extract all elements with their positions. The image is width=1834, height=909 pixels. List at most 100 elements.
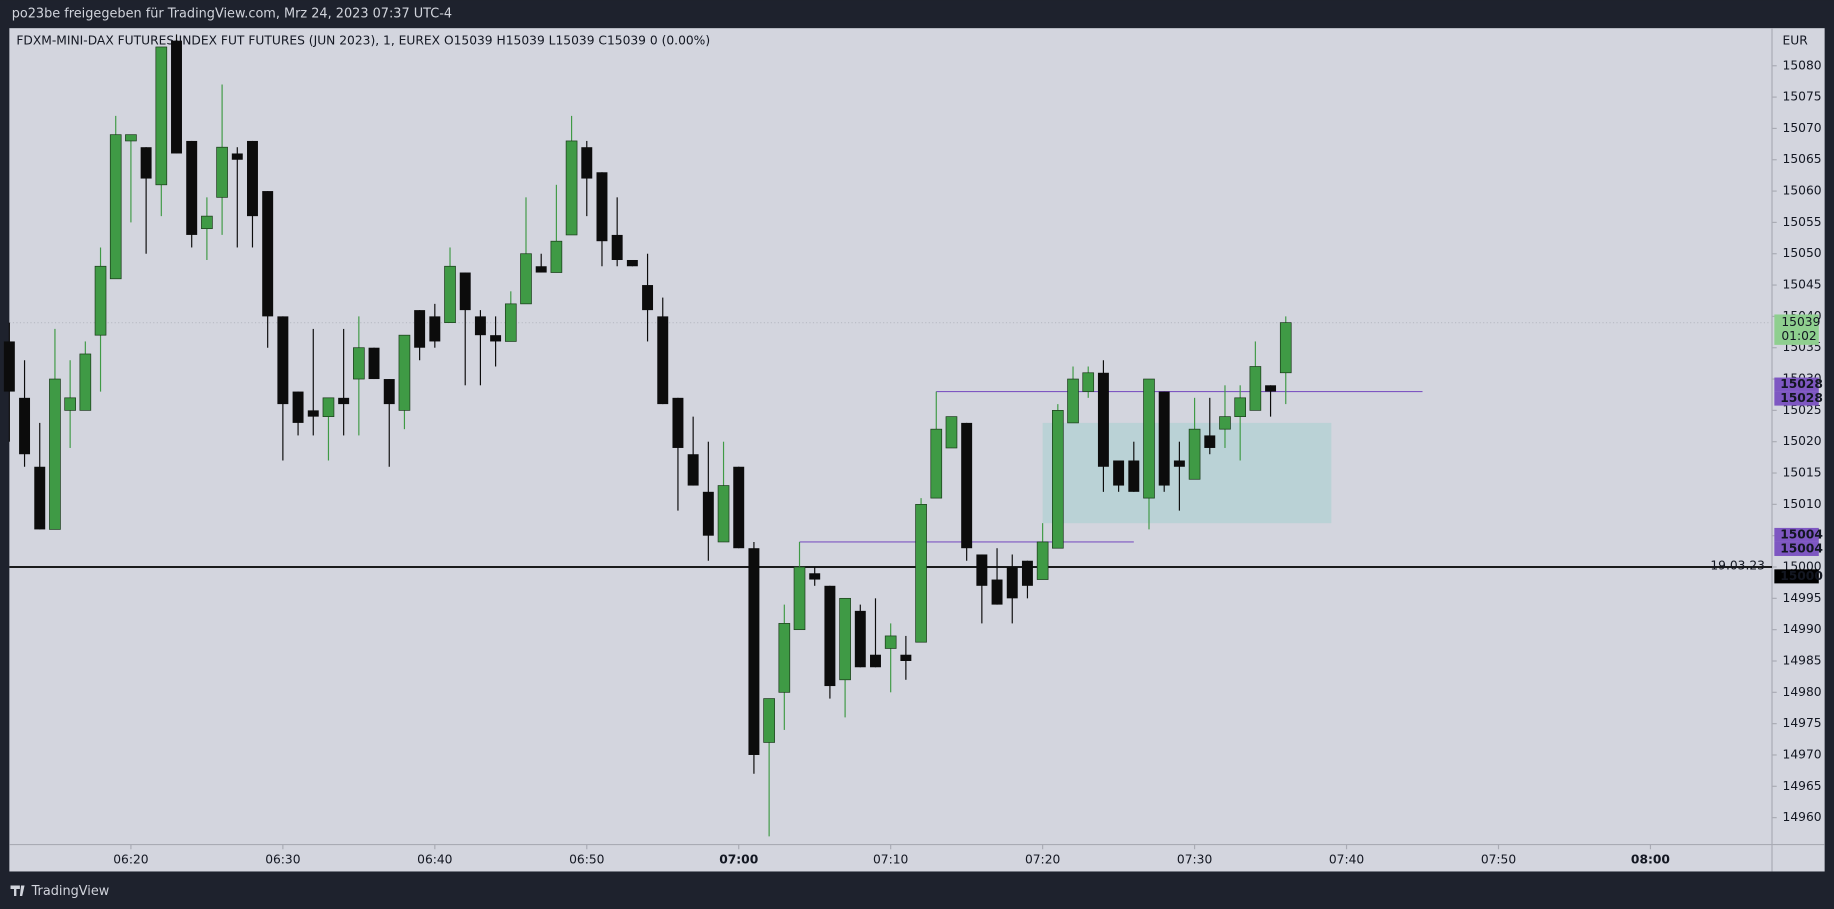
last-price-bg [1774,314,1819,345]
candle-body [961,422,973,549]
candle-body [702,491,714,536]
y-tick-label: 15070 [1783,121,1822,135]
candle-body [1249,366,1262,411]
y-tick-label: 14970 [1783,747,1822,761]
candle-body [520,253,532,305]
candle-body [186,140,198,235]
y-tick-label: 15015 [1783,466,1822,480]
candle-body [1234,397,1246,417]
candle-body [64,397,76,411]
hline-tag-bg [1774,569,1819,584]
y-tick-label: 15045 [1783,278,1822,292]
candle-body [490,335,502,342]
candle-body [1113,460,1125,486]
candle-body [793,566,806,631]
candle-body [596,172,608,242]
candle-body [1052,410,1064,549]
candle-body [1265,385,1277,392]
candle-body [429,316,441,342]
candle-body [368,347,380,380]
candle-body [748,548,760,755]
candle-body [49,378,61,530]
candle-body [155,46,168,186]
candle-body [1067,378,1079,424]
x-tick-label: 07:40 [1329,852,1364,866]
candle-body [1204,435,1216,448]
candle-body [657,316,669,405]
candle-body [414,310,426,348]
logo [10,885,25,897]
candle-body [642,285,654,311]
candle-body [809,573,821,580]
candle-body [763,698,775,743]
candle-body [140,147,152,179]
candle-body [1082,372,1095,392]
x-tick-label: 08:00 [1631,852,1670,866]
candle-body [991,579,1003,605]
x-tick-label: 07:20 [1025,852,1060,866]
candle-body [459,272,471,311]
candle-body [976,554,988,586]
candle-body [870,654,881,668]
candle-body [322,397,335,417]
candle-body [474,316,486,336]
candle-body [398,334,411,411]
x-tick-label: 07:00 [719,852,758,866]
header-title: po23be freigegeben für TradingView.com, … [12,7,452,22]
candle-body [1128,460,1140,492]
candle-body [34,466,46,530]
candle-body [504,303,517,342]
y-tick-label: 14995 [1783,591,1822,605]
x-tick-label: 07:50 [1481,852,1516,866]
candle-body [824,585,836,687]
x-tick-label: 06:50 [569,852,604,866]
x-tick-label: 06:20 [113,852,148,866]
candle-body [125,134,137,142]
candle-body [733,466,745,549]
y-tick-label: 14990 [1783,622,1822,636]
candle-body [171,40,182,154]
y-tick-label: 15060 [1783,184,1822,198]
y-tick-label: 14965 [1783,779,1822,793]
y-tick-label: 15010 [1783,497,1822,511]
candle-body [353,347,365,380]
x-tick-label: 06:40 [417,852,452,866]
candle-body [94,265,107,336]
symbol-legend: FDXM-MINI-DAX FUTURES-INDEX FUT FUTURES … [16,34,710,48]
candle-body [109,134,122,280]
candle-body [262,191,274,317]
y-tick-label: 14975 [1783,716,1822,730]
candle-body [565,140,578,236]
candle-body [277,316,289,405]
candle-body [1036,541,1049,580]
candle-body [611,234,623,260]
last-price-tag: 15039 [1781,315,1820,329]
candle-body [307,410,319,417]
y-tick-label: 14960 [1783,810,1822,824]
candle-body [247,140,258,217]
candle-body [3,341,15,392]
candle-body [79,353,92,411]
y-tick-label: 15065 [1783,152,1822,166]
y-tick-label: 15020 [1783,434,1822,448]
candle-body [930,428,943,499]
candle-body [535,266,547,273]
brand: TradingView [31,884,110,899]
candle-body [19,397,31,455]
candle-body [1006,567,1018,599]
y-tick-label: 14980 [1783,685,1822,699]
candle-body [444,265,456,324]
candle-body [626,259,638,267]
candle-body [1188,428,1201,480]
candle-body [231,153,243,160]
candle-body [672,397,684,448]
level-tag-bg [1774,391,1819,406]
y-tick-label: 15055 [1783,215,1822,229]
zone-box [1042,422,1332,524]
candle-body [915,504,927,643]
candle-body [383,379,395,405]
candle-body [717,485,730,543]
candle-body [778,623,791,693]
x-tick-label: 06:30 [265,852,300,866]
level-tag-bg [1774,527,1819,542]
